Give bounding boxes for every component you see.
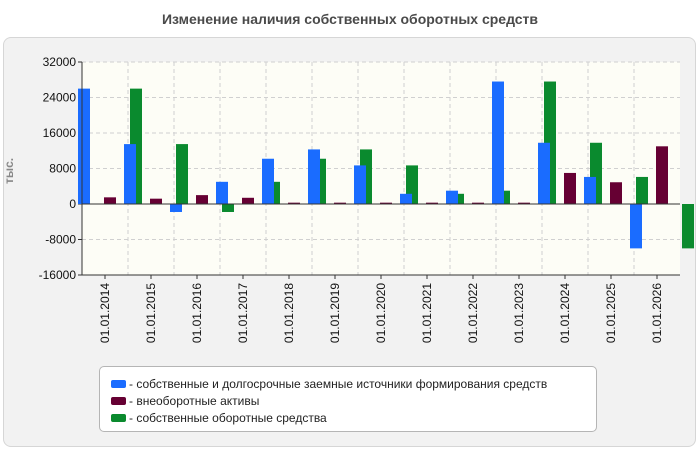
bar-series-3 <box>636 176 648 204</box>
legend-item-series-1: - собственные и долгосрочные заемные ист… <box>100 375 596 392</box>
bar-series-2 <box>472 202 484 204</box>
y-tick-label: 32000 <box>43 55 77 69</box>
y-tick-label: -16000 <box>39 268 77 282</box>
y-tick-label: 16000 <box>43 126 77 140</box>
legend-label-series-2: - внеоборотные активы <box>129 393 260 408</box>
bar-series-2 <box>380 202 392 204</box>
bar-series-1 <box>584 176 596 204</box>
x-tick-label: 01.01.2014 <box>98 283 112 343</box>
legend-swatch-series-2 <box>111 396 126 405</box>
x-tick-label: 01.01.2023 <box>512 283 526 343</box>
x-tick-label: 01.01.2018 <box>282 283 296 343</box>
y-tick-label: -8000 <box>45 233 76 247</box>
bar-series-1 <box>446 190 458 204</box>
bar-series-1 <box>216 181 228 204</box>
y-tick-label: 0 <box>69 197 76 211</box>
bar-series-2 <box>150 198 162 204</box>
x-tick-label: 01.01.2016 <box>190 283 204 343</box>
bar-series-3 <box>222 204 234 212</box>
bar-series-3 <box>682 204 694 249</box>
bar-series-2 <box>518 202 530 204</box>
y-axis-label: тыс. <box>2 157 16 184</box>
x-tick-label: 01.01.2019 <box>328 283 342 343</box>
x-tick-label: 01.01.2015 <box>144 283 158 343</box>
x-tick-label: 01.01.2024 <box>558 283 572 343</box>
bar-series-2 <box>104 197 116 204</box>
bar-series-2 <box>196 195 208 204</box>
legend-swatch-series-3 <box>111 413 126 422</box>
bar-series-1 <box>308 149 320 204</box>
bar-series-1 <box>78 88 90 204</box>
x-tick-label: 01.01.2020 <box>374 283 388 343</box>
chart-legend: - собственные и долгосрочные заемные ист… <box>99 366 597 432</box>
bar-series-2 <box>242 197 254 204</box>
x-tick-label: 01.01.2017 <box>236 283 250 343</box>
bar-series-1 <box>400 193 412 204</box>
bar-series-1 <box>354 165 366 204</box>
legend-swatch-series-1 <box>111 379 126 388</box>
bar-series-1 <box>538 142 550 204</box>
x-tick-label: 01.01.2026 <box>650 283 664 343</box>
y-tick-label: 8000 <box>49 162 76 176</box>
bar-series-2 <box>334 202 346 204</box>
bar-series-1 <box>262 158 274 204</box>
legend-label-series-1: - собственные и долгосрочные заемные ист… <box>129 376 548 391</box>
y-tick-label: 24000 <box>43 91 77 105</box>
bar-series-1 <box>124 144 136 204</box>
bar-series-2 <box>610 182 622 204</box>
bar-series-1 <box>170 204 182 212</box>
bar-series-2 <box>656 146 668 204</box>
x-tick-label: 01.01.2022 <box>466 283 480 343</box>
x-tick-label: 01.01.2025 <box>604 283 618 343</box>
legend-item-series-2: - внеоборотные активы <box>100 392 596 409</box>
bar-series-2 <box>288 202 300 204</box>
bar-series-3 <box>176 144 188 204</box>
bar-series-2 <box>426 202 438 204</box>
legend-label-series-3: - собственные оборотные средства <box>129 410 327 425</box>
bar-series-1 <box>492 81 504 204</box>
bar-series-2 <box>564 172 576 204</box>
bar-series-1 <box>630 204 642 249</box>
chart-title: Изменение наличия собственных оборотных … <box>161 11 539 27</box>
x-tick-label: 01.01.2021 <box>420 283 434 343</box>
legend-item-series-3: - собственные оборотные средства <box>100 409 596 426</box>
